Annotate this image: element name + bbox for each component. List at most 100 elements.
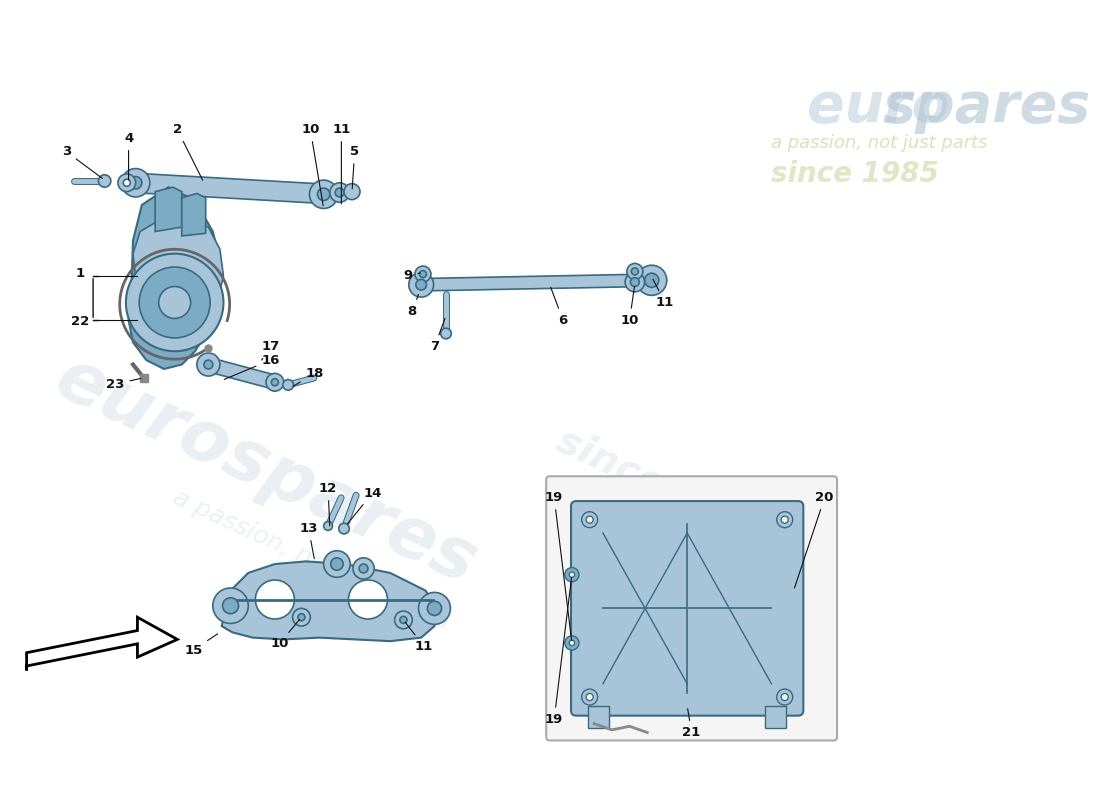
- Polygon shape: [131, 173, 333, 204]
- Circle shape: [441, 328, 451, 339]
- Text: 22: 22: [70, 315, 89, 329]
- Circle shape: [627, 263, 642, 279]
- Text: a passion, not just parts: a passion, not just parts: [771, 134, 988, 152]
- Circle shape: [409, 272, 433, 297]
- Text: 1: 1: [75, 266, 85, 280]
- Polygon shape: [129, 187, 222, 369]
- Circle shape: [298, 614, 305, 621]
- Text: 2: 2: [173, 123, 202, 180]
- Polygon shape: [421, 274, 648, 291]
- Circle shape: [777, 689, 793, 705]
- Text: 19: 19: [546, 578, 572, 726]
- Circle shape: [140, 267, 210, 338]
- Circle shape: [781, 516, 789, 523]
- Text: spares: spares: [882, 80, 1090, 134]
- Circle shape: [255, 580, 295, 619]
- Text: 15: 15: [184, 634, 218, 657]
- Text: 12: 12: [319, 482, 338, 526]
- Circle shape: [121, 169, 150, 197]
- Text: 16: 16: [224, 354, 279, 379]
- Circle shape: [415, 266, 431, 282]
- Text: 14: 14: [348, 486, 382, 524]
- Text: 11: 11: [405, 622, 433, 653]
- Circle shape: [631, 268, 638, 275]
- Circle shape: [586, 516, 593, 523]
- Text: 19: 19: [546, 491, 572, 640]
- Circle shape: [272, 378, 278, 386]
- Text: 3: 3: [62, 146, 102, 178]
- FancyBboxPatch shape: [547, 476, 837, 741]
- Circle shape: [130, 177, 142, 189]
- Text: eurospares: eurospares: [44, 343, 487, 598]
- Circle shape: [309, 180, 338, 209]
- Circle shape: [416, 279, 427, 290]
- Text: 9: 9: [404, 270, 420, 282]
- Circle shape: [637, 266, 667, 295]
- Polygon shape: [26, 618, 177, 670]
- Text: 10: 10: [620, 286, 639, 326]
- Text: 11: 11: [332, 123, 351, 204]
- Text: 20: 20: [794, 491, 834, 588]
- Circle shape: [418, 593, 450, 624]
- Circle shape: [564, 636, 579, 650]
- Circle shape: [419, 270, 427, 278]
- Circle shape: [359, 564, 369, 573]
- Circle shape: [118, 174, 135, 192]
- Text: 13: 13: [299, 522, 318, 558]
- Text: 5: 5: [350, 146, 360, 189]
- Text: 11: 11: [653, 279, 674, 309]
- Circle shape: [781, 694, 789, 701]
- Polygon shape: [587, 706, 609, 728]
- Text: 10: 10: [271, 619, 299, 650]
- Circle shape: [586, 694, 593, 701]
- Circle shape: [353, 558, 374, 579]
- Text: euro: euro: [807, 80, 949, 134]
- Circle shape: [344, 184, 360, 200]
- Polygon shape: [155, 187, 182, 231]
- Circle shape: [158, 286, 190, 318]
- Text: a passion, not just parts: a passion, not just parts: [168, 485, 452, 634]
- FancyBboxPatch shape: [571, 501, 803, 716]
- Text: 23: 23: [106, 378, 141, 390]
- Circle shape: [569, 640, 574, 646]
- Circle shape: [123, 179, 130, 186]
- Text: 17: 17: [262, 340, 279, 360]
- Circle shape: [582, 512, 597, 528]
- Circle shape: [98, 174, 111, 187]
- Circle shape: [777, 512, 793, 528]
- Text: since 1985: since 1985: [550, 422, 780, 555]
- Text: 18: 18: [294, 367, 324, 386]
- Circle shape: [197, 353, 220, 376]
- Circle shape: [428, 602, 441, 615]
- Circle shape: [569, 572, 574, 578]
- Polygon shape: [222, 562, 437, 641]
- Polygon shape: [133, 218, 223, 302]
- Circle shape: [125, 254, 223, 351]
- Polygon shape: [766, 706, 786, 728]
- Text: 7: 7: [430, 318, 446, 354]
- Circle shape: [330, 182, 350, 202]
- Circle shape: [323, 522, 332, 530]
- Circle shape: [630, 278, 639, 286]
- Circle shape: [339, 523, 350, 534]
- Circle shape: [582, 689, 597, 705]
- Circle shape: [400, 616, 407, 623]
- Polygon shape: [207, 358, 277, 389]
- Circle shape: [336, 188, 344, 197]
- Circle shape: [625, 272, 645, 292]
- Text: 4: 4: [124, 132, 133, 180]
- Circle shape: [323, 550, 350, 578]
- Text: 8: 8: [408, 294, 418, 318]
- Circle shape: [564, 567, 579, 582]
- Text: 21: 21: [682, 709, 701, 739]
- Circle shape: [349, 580, 387, 619]
- Circle shape: [331, 558, 343, 570]
- Circle shape: [212, 588, 249, 623]
- Circle shape: [293, 608, 310, 626]
- Circle shape: [395, 611, 412, 629]
- Text: 6: 6: [551, 287, 568, 326]
- Polygon shape: [182, 194, 206, 236]
- Circle shape: [283, 380, 294, 390]
- Circle shape: [645, 274, 659, 287]
- Text: 10: 10: [301, 123, 323, 206]
